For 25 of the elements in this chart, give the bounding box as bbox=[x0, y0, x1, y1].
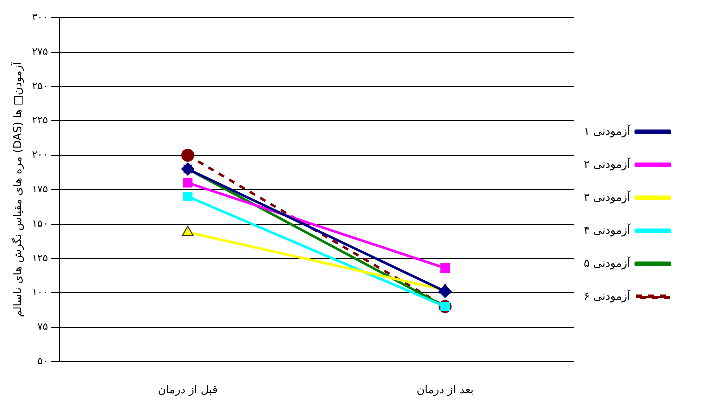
legend-label: آزمودنی ۳ bbox=[584, 190, 632, 204]
y-tick-label: ۷۵ bbox=[38, 322, 48, 334]
y-tick-label: ۱۷۵ bbox=[32, 184, 48, 196]
y-tick-label: ۲۲۵ bbox=[32, 116, 48, 127]
y-tick-label: ۵۰ bbox=[38, 356, 48, 368]
y-tick-label: ۱۵۰ bbox=[32, 218, 48, 230]
y-axis-title: مره های مقیاس نگرش های ناسالم (DAS) آزمودن□ ها bbox=[10, 62, 24, 318]
legend-label: آزمودنی ۲ bbox=[584, 156, 632, 171]
point bbox=[183, 192, 193, 202]
y-tick-label: ۱۲۵ bbox=[32, 253, 48, 264]
y-tick-label: ۲۷۵ bbox=[32, 46, 48, 58]
point bbox=[183, 178, 193, 188]
y-tick-label: ۲۰۰ bbox=[32, 150, 48, 162]
point bbox=[438, 285, 452, 298]
y-tick-label: ۱۰۰ bbox=[32, 288, 48, 299]
y-tick-label: ۳۰۰ bbox=[32, 12, 48, 24]
x-tick-label: بعد از درمان bbox=[416, 383, 474, 396]
x-tick-label: قبل از درمان bbox=[158, 383, 218, 396]
point bbox=[440, 264, 450, 274]
y-tick-label: ۲۵۰ bbox=[32, 81, 48, 92]
legend-label: آزمودنی ۶ bbox=[584, 288, 632, 303]
legend-label: آزمودنی ۱ bbox=[584, 124, 632, 138]
legend-label: آزمودنی ۴ bbox=[584, 222, 632, 237]
legend-label: آزمودنی ۵ bbox=[584, 256, 632, 270]
point bbox=[181, 149, 194, 162]
